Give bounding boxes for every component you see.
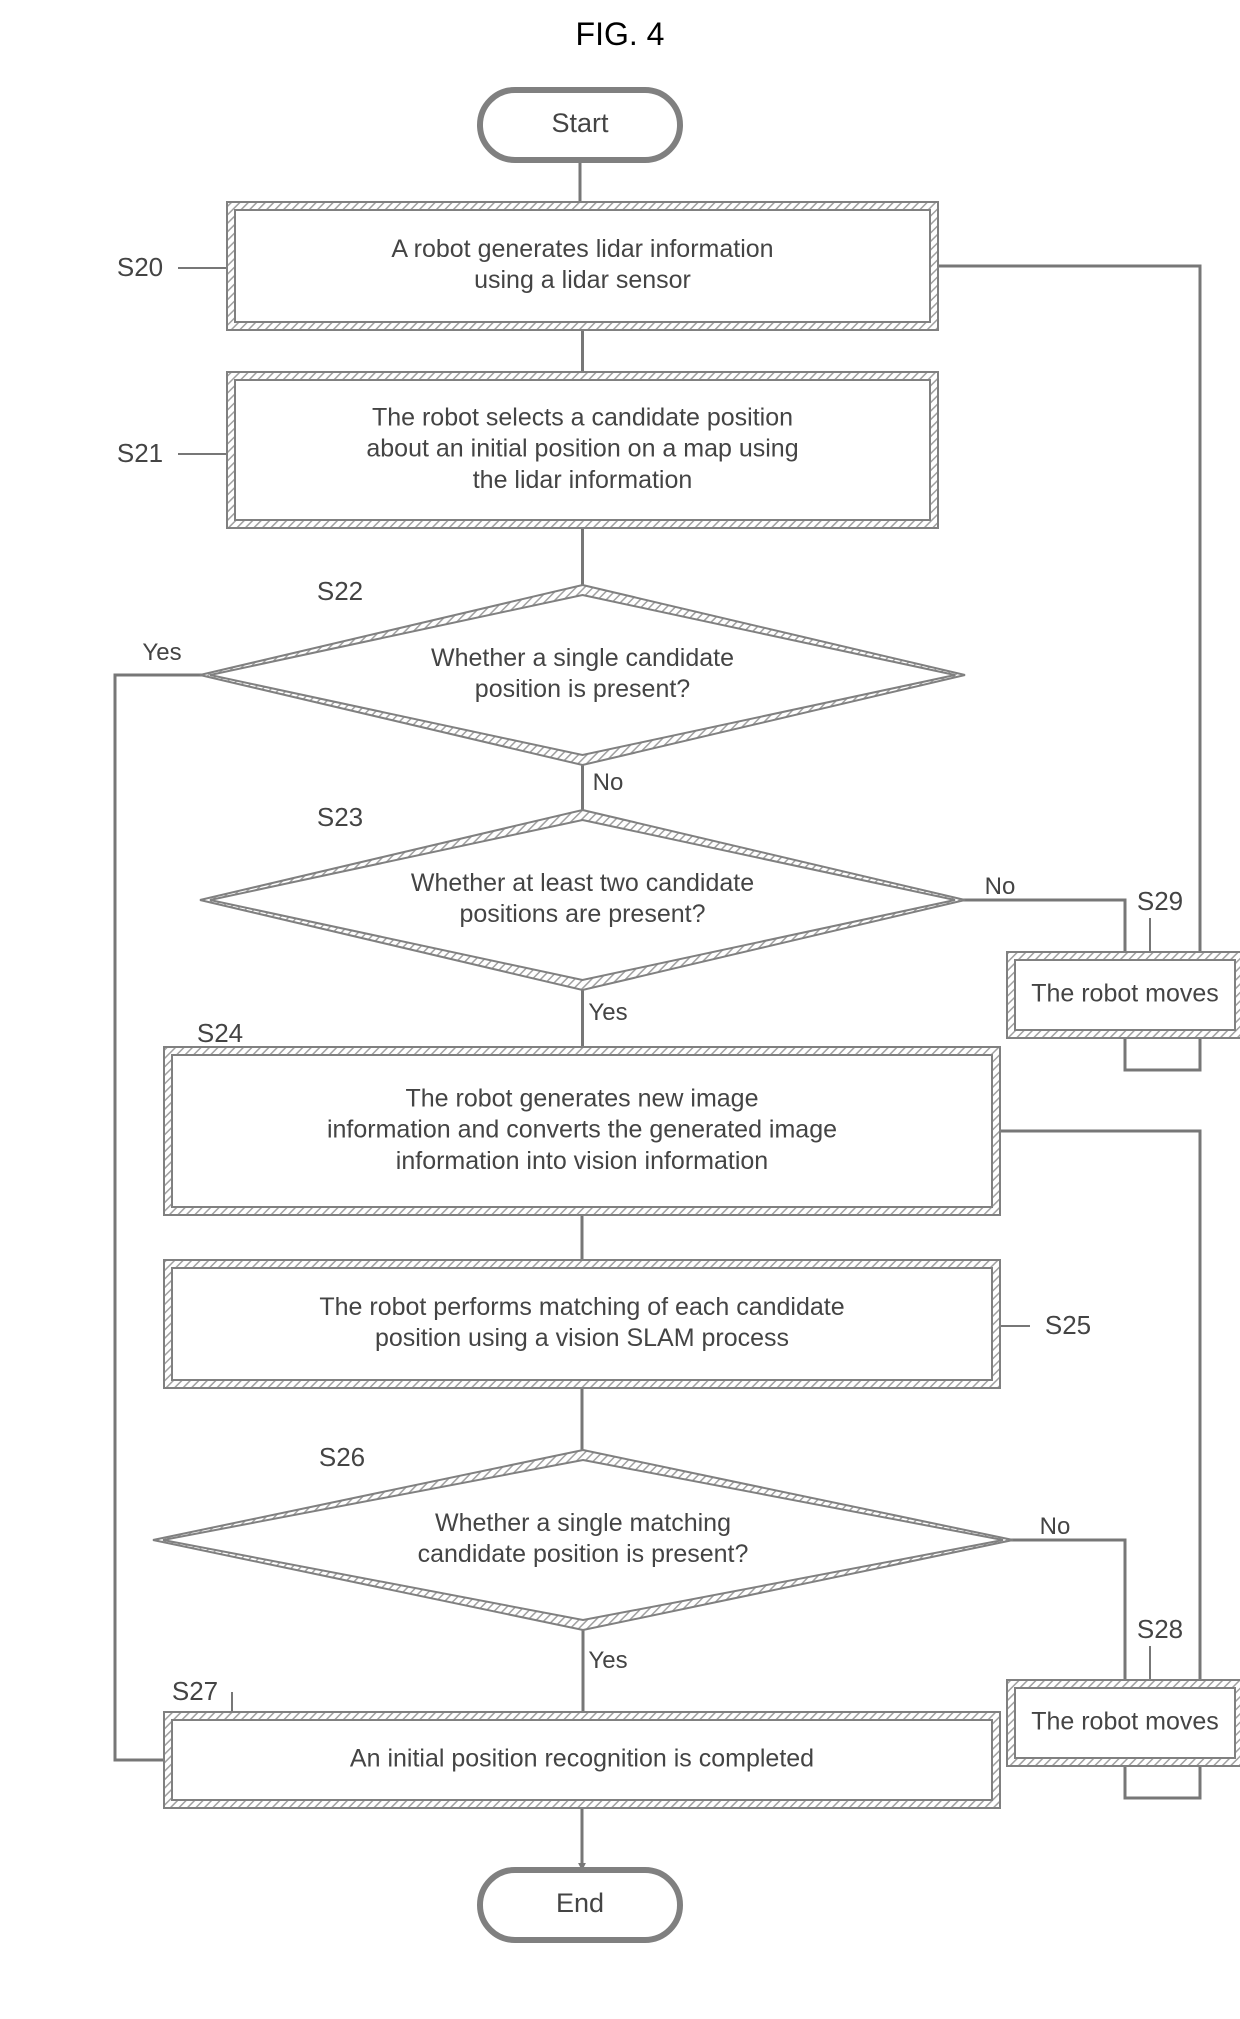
process-s28: The robot moves xyxy=(1007,1680,1240,1766)
edge-label: No xyxy=(1040,1513,1071,1540)
node-text: position using a vision SLAM process xyxy=(375,1324,789,1352)
step-label: S22 xyxy=(317,576,363,606)
node-text: End xyxy=(556,1888,604,1918)
process-s25: The robot performs matching of each cand… xyxy=(164,1260,1000,1388)
step-label: S24 xyxy=(197,1018,243,1048)
process-s29: The robot moves xyxy=(1007,952,1240,1038)
node-text: Whether a single candidate xyxy=(431,644,734,672)
node-text: information and converts the generated i… xyxy=(327,1116,837,1144)
figure-title: FIG. 4 xyxy=(576,16,665,52)
node-text: A robot generates lidar information xyxy=(391,235,773,263)
step-label: S25 xyxy=(1045,1310,1091,1340)
node-text: Start xyxy=(551,108,609,138)
edge-label: Yes xyxy=(588,999,627,1026)
node-text: The robot generates new image xyxy=(406,1084,759,1112)
edge-label: Yes xyxy=(588,1647,627,1674)
step-label: S23 xyxy=(317,802,363,832)
node-text: The robot moves xyxy=(1031,1708,1219,1736)
node-text: information into vision information xyxy=(396,1147,768,1175)
step-label: S21 xyxy=(117,438,163,468)
node-text: An initial position recognition is compl… xyxy=(350,1745,814,1773)
step-label: S27 xyxy=(172,1676,218,1706)
step-label: S29 xyxy=(1137,886,1183,916)
node-text: The robot performs matching of each cand… xyxy=(319,1293,844,1321)
step-label: S26 xyxy=(319,1442,365,1472)
edge-label: No xyxy=(593,769,624,796)
terminator-start: Start xyxy=(480,90,680,160)
node-text: the lidar information xyxy=(473,466,693,494)
process-s21: The robot selects a candidate position ab… xyxy=(227,372,938,528)
step-label: S28 xyxy=(1137,1614,1183,1644)
node-text: The robot selects a candidate position xyxy=(372,403,793,431)
node-text: positions are present? xyxy=(460,900,706,928)
process-s20: A robot generates lidar information using… xyxy=(227,202,938,330)
node-text: about an initial position on a map using xyxy=(366,435,798,463)
terminator-end: End xyxy=(480,1870,680,1940)
step-label: S20 xyxy=(117,252,163,282)
edge-label: No xyxy=(985,873,1016,900)
process-s24: The robot generates new image information… xyxy=(164,1047,1000,1215)
node-text: The robot moves xyxy=(1031,980,1219,1008)
node-text: using a lidar sensor xyxy=(474,266,691,294)
flowchart: FIG. 4 Start A robot generates lidar infor… xyxy=(0,0,1240,2019)
node-text: Whether a single matching xyxy=(435,1509,731,1537)
node-text: position is present? xyxy=(475,675,690,703)
process-s27: An initial position recognition is compl… xyxy=(164,1712,1000,1808)
node-text: Whether at least two candidate xyxy=(411,869,754,897)
edge-label: Yes xyxy=(142,639,181,666)
node-text: candidate position is present? xyxy=(418,1540,749,1568)
